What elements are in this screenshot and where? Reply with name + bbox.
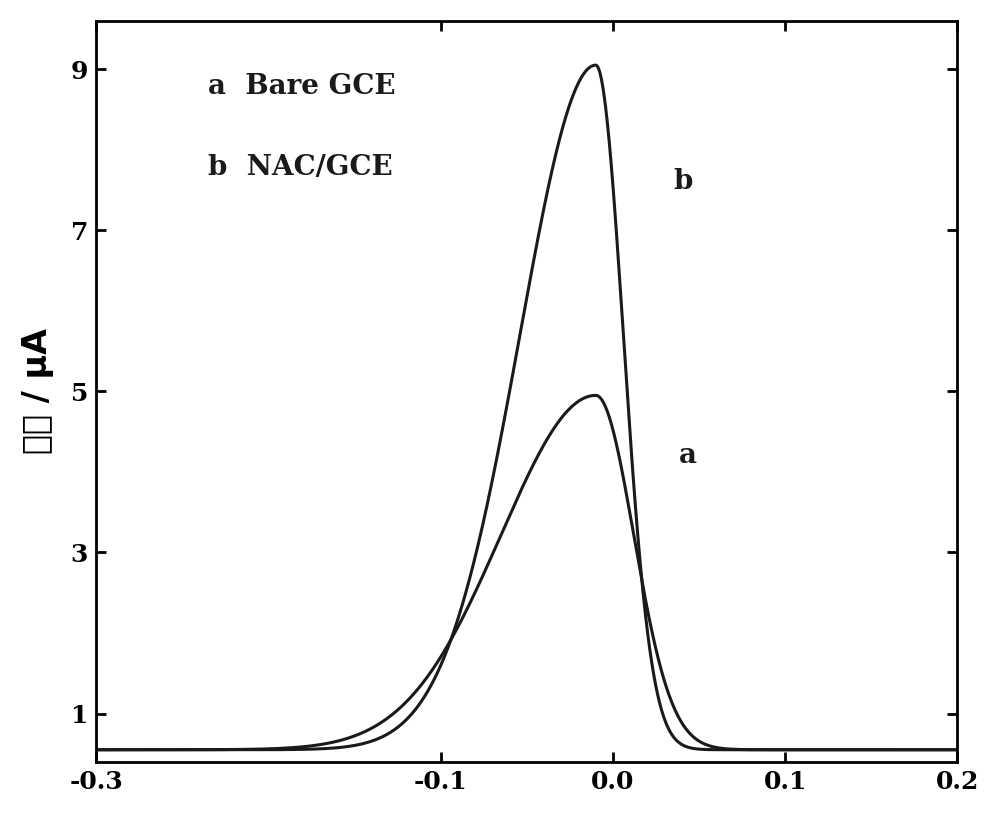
Text: b  NAC/GCE: b NAC/GCE (208, 154, 393, 181)
Y-axis label: 电流 / μA: 电流 / μA (21, 328, 54, 454)
Text: b: b (673, 169, 693, 196)
Text: a  Bare GCE: a Bare GCE (208, 73, 396, 99)
Text: a: a (678, 443, 696, 469)
